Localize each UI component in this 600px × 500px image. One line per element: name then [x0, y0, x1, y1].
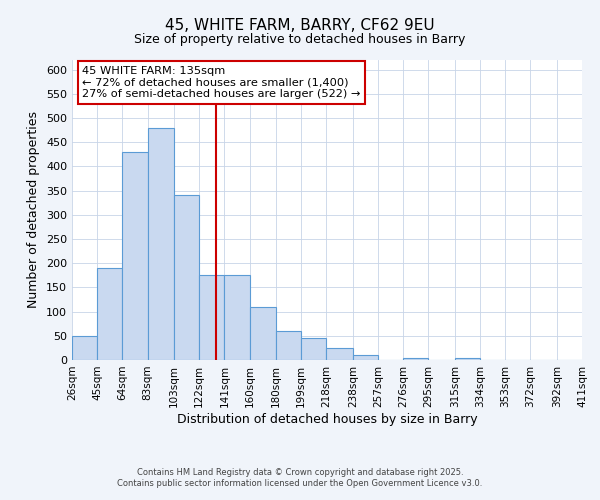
Bar — [72, 336, 97, 360]
Bar — [455, 358, 480, 360]
Y-axis label: Number of detached properties: Number of detached properties — [28, 112, 40, 308]
Bar — [353, 355, 378, 360]
Text: Size of property relative to detached houses in Barry: Size of property relative to detached ho… — [134, 32, 466, 46]
Bar — [174, 196, 199, 360]
Bar — [301, 338, 326, 360]
Text: Contains HM Land Registry data © Crown copyright and database right 2025.
Contai: Contains HM Land Registry data © Crown c… — [118, 468, 482, 487]
Bar — [403, 358, 428, 360]
Bar — [224, 276, 250, 360]
Text: 45 WHITE FARM: 135sqm
← 72% of detached houses are smaller (1,400)
27% of semi-d: 45 WHITE FARM: 135sqm ← 72% of detached … — [82, 66, 361, 99]
Text: 45, WHITE FARM, BARRY, CF62 9EU: 45, WHITE FARM, BARRY, CF62 9EU — [165, 18, 435, 32]
X-axis label: Distribution of detached houses by size in Barry: Distribution of detached houses by size … — [176, 412, 478, 426]
Bar — [148, 128, 174, 360]
Bar — [250, 307, 276, 360]
Bar — [199, 276, 224, 360]
Bar — [276, 331, 301, 360]
Bar — [97, 268, 122, 360]
Bar — [122, 152, 148, 360]
Bar — [326, 348, 353, 360]
